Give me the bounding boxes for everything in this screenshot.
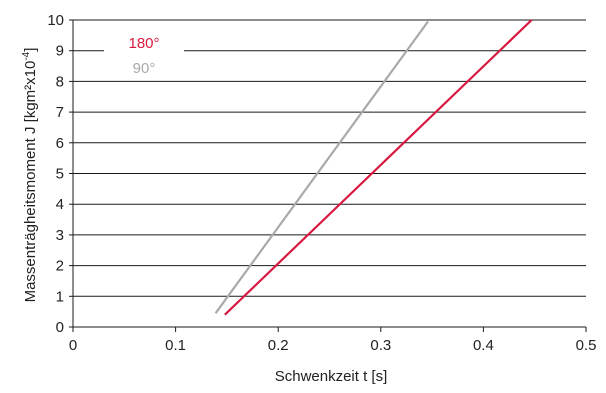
y-tick-label-8: 8 <box>56 73 64 90</box>
y-tick-label-5: 5 <box>56 166 64 183</box>
y-tick-label-10: 10 <box>47 12 64 29</box>
y-axis-title: Massenträgheitsmoment J [kgm²x10-4] <box>21 48 39 303</box>
y-tick-label-7: 7 <box>56 104 64 121</box>
legend: 180° 90° <box>104 30 184 78</box>
legend-background <box>104 30 184 78</box>
series <box>214 19 533 316</box>
x-tick-label-2: 0.2 <box>268 337 289 354</box>
x-tick-label-3: 0.3 <box>370 337 391 354</box>
x-tick-label-5: 0.5 <box>576 337 597 354</box>
y-axis-title-text: Massenträgheitsmoment J [kgm²x10 <box>22 61 39 303</box>
legend-label-180: 180° <box>128 35 159 52</box>
y-tick-label-2: 2 <box>56 258 64 275</box>
y-tick-label-0: 0 <box>56 319 64 336</box>
x-tick-label-0: 0 <box>69 337 77 354</box>
y-tick-label-4: 4 <box>56 196 64 213</box>
y-axis-title-close: ] <box>22 48 39 52</box>
series-line-1 <box>214 20 429 314</box>
y-axis-title-exponent: -4 <box>21 51 32 60</box>
y-tick-label-3: 3 <box>56 227 64 244</box>
x-axis-title: Schwenkzeit t [s] <box>275 368 388 385</box>
y-tick-label-1: 1 <box>56 288 64 305</box>
legend-label-90: 90° <box>133 60 156 77</box>
y-tick-label-6: 6 <box>56 135 64 152</box>
axes: 0 1 2 3 4 5 6 7 8 9 10 0 0.1 0.2 0.3 0.4 0.5 <box>47 12 596 354</box>
x-tick-label-1: 0.1 <box>165 337 186 354</box>
series-line-0 <box>224 19 533 316</box>
y-tick-label-9: 9 <box>56 43 64 60</box>
x-tick-label-4: 0.4 <box>473 337 494 354</box>
